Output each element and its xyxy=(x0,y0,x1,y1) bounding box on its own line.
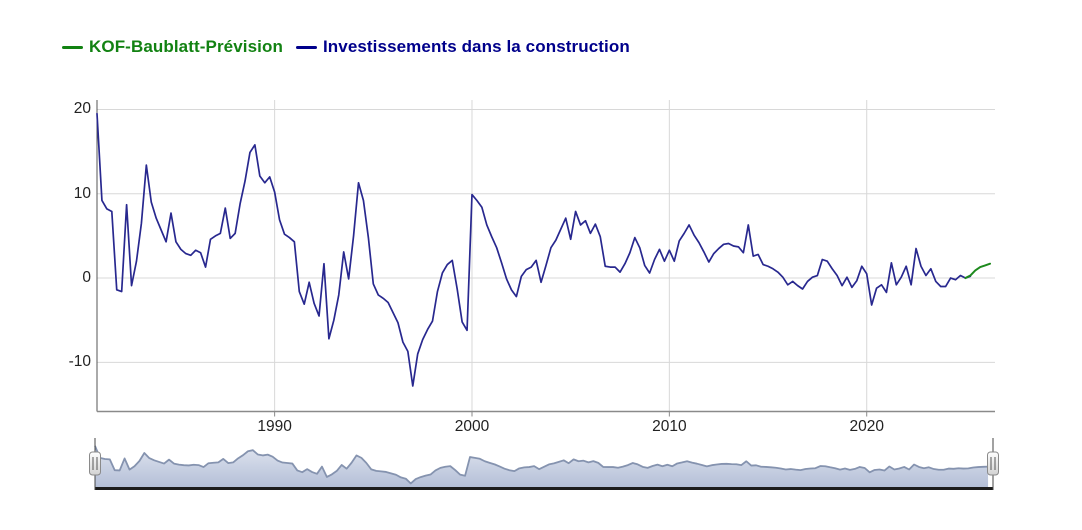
series-dash-icon-kof-baublatt-prevision xyxy=(62,45,83,49)
series-line-investissements-construction xyxy=(96,112,972,387)
plot-area xyxy=(96,112,992,387)
legend-label-investissements-construction: Investissements dans la construction xyxy=(322,37,630,56)
series-dash-icon-investissements-construction xyxy=(295,45,317,49)
navigator-area xyxy=(95,445,989,487)
x-axis-tick-label: 2020 xyxy=(849,417,884,435)
series-line-kof-baublatt-prevision xyxy=(964,262,992,280)
y-axis-tick-label: 20 xyxy=(73,100,91,118)
legend: KOF-Baublatt-Prévision Investissements d… xyxy=(62,37,630,57)
x-axis-tick-label: 1990 xyxy=(257,417,292,435)
y-axis-tick-label: 10 xyxy=(73,184,91,202)
navigator xyxy=(89,438,999,493)
y-axis-tick-label: -10 xyxy=(68,353,91,371)
legend-item-investissements-construction[interactable]: Investissements dans la construction xyxy=(295,37,630,57)
gridlines xyxy=(97,100,995,412)
legend-label-kof-baublatt-prevision: KOF-Baublatt-Prévision xyxy=(89,37,283,56)
navigator-line xyxy=(94,445,989,485)
axes xyxy=(96,100,995,417)
navigator-track[interactable] xyxy=(95,438,993,493)
legend-item-kof-baublatt-prevision[interactable]: KOF-Baublatt-Prévision xyxy=(62,37,283,57)
x-axis-tick-label: 2010 xyxy=(652,417,687,435)
y-axis-tick-label: 0 xyxy=(82,269,91,287)
navigator-right-handle[interactable] xyxy=(987,438,999,490)
navigator-left-handle[interactable] xyxy=(89,438,101,490)
x-axis-tick-label: 2000 xyxy=(454,417,490,435)
navigator-axis-bar xyxy=(95,487,993,490)
